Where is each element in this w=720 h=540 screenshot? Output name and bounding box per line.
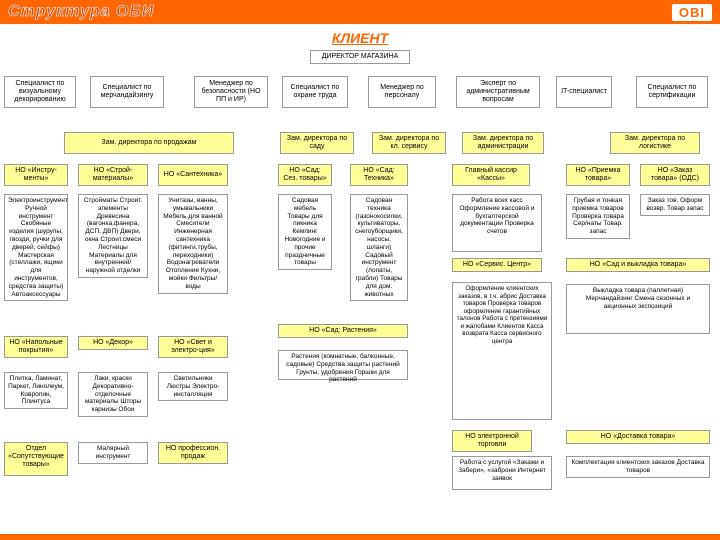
box-zam-admin: Зам. директора по администрации (462, 132, 544, 154)
box-zam-log: Зам. директора по логистике (610, 132, 700, 154)
list-sad-vyk: Выкладка товара (паллетная) Мерчандайзин… (566, 284, 710, 334)
box-admin: Эксперт по административным вопросам (456, 76, 540, 108)
list-instr: Электроинструмент Ручной инструмент Скоб… (4, 194, 68, 301)
page-header: Структура ОБИ OBI (0, 0, 720, 24)
box-labor: Специалист по охране труда (282, 76, 348, 108)
no-santeh: НО «Сантехника» (158, 164, 228, 186)
no-serv-center: НО «Сервис. Центр» (452, 258, 542, 272)
no-priemka: НО «Приемка товара» (566, 164, 630, 186)
no-sad-vyk: НО «Сад и выкладка товара» (566, 258, 710, 272)
list-napol: Плитка, Ламинат, Паркет, Линолеум, Ковро… (4, 372, 68, 409)
no-dostavka: НО «Доставка товара» (566, 430, 710, 444)
list-etrade: Работа с услугой «Закажи и Забери», «заб… (452, 456, 552, 490)
no-etrade: НО электронной торговли (452, 430, 532, 452)
list-svet: Светильники Люстры Электро-инсталляция (158, 372, 228, 401)
list-serv: Оформление клиентских заказов, в т.ч. аб… (452, 282, 552, 420)
director-box: ДИРЕКТОР МАГАЗИНА (310, 50, 410, 64)
box-safety: Менеджер по безопасности (НО ПП и ИР) (194, 76, 268, 108)
box-zam-sales: Зам. директора по продажам (64, 132, 234, 154)
list-priemka: Грубая и тонкая приемка товаров Проверка… (566, 194, 630, 239)
list-rasteniya: Растения (комнатные, балконные, садовые)… (278, 350, 408, 380)
no-tech: НО «Сад: Техника» (350, 164, 408, 186)
list-dostavka: Комплектация клиентских заказов Доставка… (566, 456, 710, 478)
footer-bar (0, 534, 720, 540)
list-santeh: Унитазы, ванны, умывальники Мебель для в… (158, 194, 228, 294)
client-label: КЛИЕНТ (300, 28, 420, 48)
box-hr: Менеджер по персоналу (368, 76, 436, 108)
no-sez: НО «Сад: Сез. товары» (278, 164, 332, 186)
list-zakaz: Заказ тов. Оформ возвр. Товар запас (640, 194, 710, 216)
box-cert: Специалист по сертификации (636, 76, 708, 108)
page-title: Структура ОБИ (8, 3, 154, 21)
no-zakaz: НО «Заказ товара» (ОДС) (640, 164, 710, 186)
box-it: IT-специалист (556, 76, 612, 108)
no-kassa: Главный кассир «Кассы» (452, 164, 530, 186)
no-dekor: НО «Декор» (78, 336, 148, 350)
box-merch: Специалист по мерчандайзингу (90, 76, 164, 108)
list-kassa: Работа всех касс Оформление кассовой и б… (452, 194, 542, 252)
no-stroy: НО «Строй-материалы» (78, 164, 148, 186)
box-zam-garden: Зам. директора по саду (280, 132, 354, 154)
no-svet: НО «Свет и электро-ция» (158, 336, 228, 358)
org-chart: КЛИЕНТ ДИРЕКТОР МАГАЗИНА Специалист по в… (0, 24, 720, 534)
obi-logo: OBI (672, 4, 712, 21)
no-napol: НО «Напольные покрытия» (4, 336, 68, 358)
no-instr: НО «Инстру-менты» (4, 164, 68, 186)
no-rasteniya: НО «Сад: Растения» (278, 324, 408, 338)
list-sez: Садовая мебель Товары для пикника Кемпин… (278, 194, 332, 270)
list-stroy: Стройматы Строит. элементы Древесина (ва… (78, 194, 148, 278)
list-malyar: Малярный инструмент (78, 442, 148, 464)
box-visual: Специалист по визуальному декорированию (4, 76, 76, 108)
no-prof: НО профессион. продаж (158, 442, 228, 464)
box-zam-service: Зам. директора по кл. сервису (372, 132, 446, 154)
list-dekor: Лаки, краски Декоративно-отделочные мате… (78, 372, 148, 417)
otdel-soput: Отдел «Сопутствующие товары» (4, 442, 68, 476)
list-tech: Садовая техника (газонокосилки, культива… (350, 194, 408, 301)
